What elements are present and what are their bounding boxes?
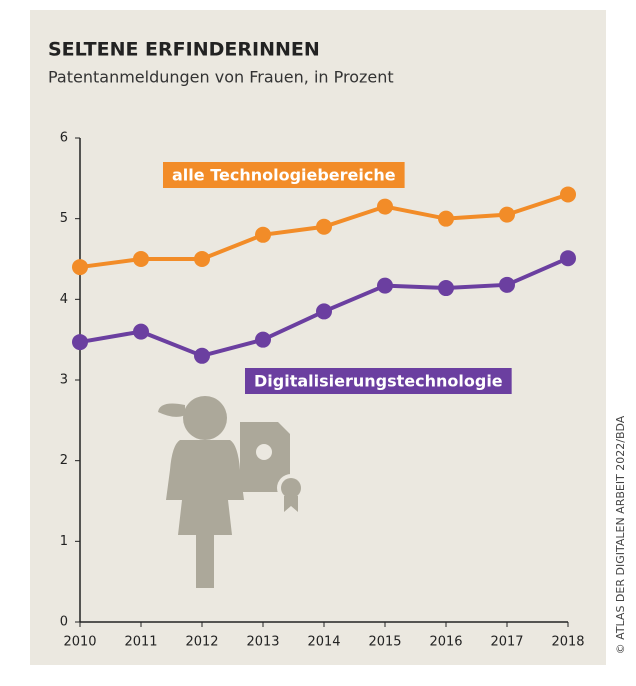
x-tick-label: 2013	[246, 635, 279, 650]
data-point	[255, 331, 271, 348]
x-tick-label: 2017	[490, 635, 523, 650]
data-point	[560, 186, 576, 203]
y-tick-label: 2	[60, 453, 68, 468]
data-point	[316, 303, 332, 320]
x-tick-label: 2018	[551, 635, 584, 650]
source: © ATLAS DER DIGITALEN ARBEIT 2022/BDA	[614, 415, 627, 654]
data-point	[499, 276, 515, 293]
chart-subtitle: Patentanmeldungen von Frauen, in Prozent	[48, 68, 394, 87]
data-point	[377, 198, 393, 215]
data-point	[560, 250, 576, 267]
series-label: Digitalisierungstechnologie	[254, 372, 503, 391]
x-tick-label: 2011	[124, 635, 157, 650]
data-point	[133, 323, 149, 340]
data-point	[133, 251, 149, 267]
data-point	[72, 259, 88, 276]
y-tick-label: 1	[60, 534, 68, 549]
data-point	[438, 280, 454, 297]
series-label: alle Technologiebereiche	[172, 166, 396, 185]
series-label-box	[245, 368, 512, 394]
data-point	[194, 251, 210, 267]
y-tick-label: 3	[60, 373, 68, 388]
data-point	[499, 206, 515, 223]
y-tick-label: 4	[60, 292, 68, 307]
x-tick-label: 2016	[429, 635, 462, 650]
x-tick-label: 2015	[368, 635, 401, 650]
inventor-icon	[158, 396, 305, 588]
x-tick-label: 2014	[307, 635, 340, 650]
data-point	[255, 226, 271, 243]
x-tick-label: 2012	[185, 635, 218, 650]
data-point	[194, 347, 210, 364]
panel	[30, 10, 606, 665]
y-tick-label: 6	[60, 131, 68, 146]
x-tick-label: 2010	[63, 635, 96, 650]
data-point	[438, 210, 454, 227]
y-tick-label: 0	[60, 615, 68, 630]
series-label-box	[163, 162, 405, 188]
y-tick-label: 5	[60, 211, 68, 226]
data-point	[377, 277, 393, 294]
data-point	[72, 334, 88, 351]
data-point	[316, 218, 332, 235]
chart-title: SELTENE ERFINDERINNEN	[48, 39, 320, 61]
